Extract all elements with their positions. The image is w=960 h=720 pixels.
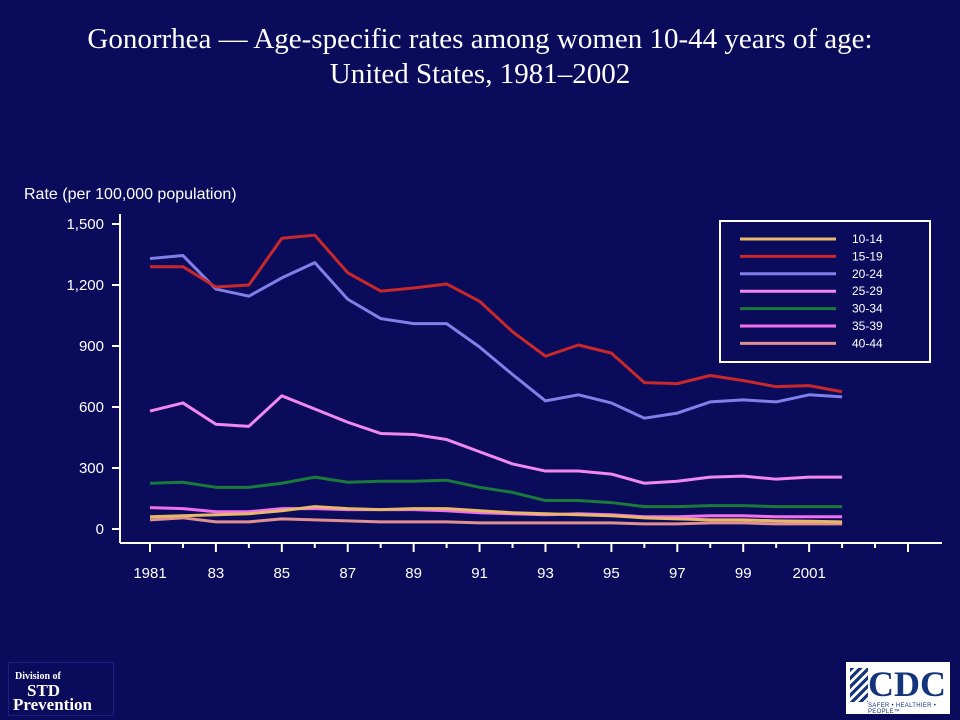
cdc-stripes-icon xyxy=(850,668,868,702)
title-line-1: Gonorrhea — Age-specific rates among wom… xyxy=(87,23,873,55)
series-line-10-14 xyxy=(149,505,843,524)
x-tick-label: 95 xyxy=(603,565,620,582)
x-tick-label: 89 xyxy=(405,565,422,582)
cdc-tagline: SAFER • HEALTHIER • PEOPLE™ xyxy=(868,703,937,715)
x-tick-label: 85 xyxy=(273,565,290,582)
y-tick-label: 0 xyxy=(96,521,104,538)
x-tick-label: 91 xyxy=(471,565,488,582)
legend-label-20-24: 20-24 xyxy=(852,267,883,281)
series-line-40-44 xyxy=(149,516,843,526)
legend-label-30-34: 30-34 xyxy=(852,302,883,316)
x-tick-label: 83 xyxy=(208,565,225,582)
std-logo-line-1: Division of xyxy=(15,671,61,682)
y-tick-label: 1,500 xyxy=(66,216,104,233)
x-tick-label: 97 xyxy=(669,565,686,582)
y-axis-label: Rate (per 100,000 population) xyxy=(24,186,237,203)
cdc-logo: CDC SAFER • HEALTHIER • PEOPLE™ xyxy=(846,662,950,715)
y-tick-label: 300 xyxy=(79,460,104,477)
legend-label-35-39: 35-39 xyxy=(852,319,883,333)
title-line-2: United States, 1981–2002 xyxy=(329,58,631,90)
x-tick-label: 2001 xyxy=(792,565,825,582)
x-tick-label: 93 xyxy=(537,565,554,582)
y-tick-label: 900 xyxy=(79,338,104,355)
std-logo-line-2: STD xyxy=(27,681,61,700)
legend-label-15-19: 15-19 xyxy=(852,249,883,263)
series-line-30-34 xyxy=(149,475,843,509)
series-line-20-24 xyxy=(149,254,843,420)
x-tick-label: 87 xyxy=(339,565,356,582)
legend-label-10-14: 10-14 xyxy=(852,232,883,246)
legend-label-40-44: 40-44 xyxy=(852,336,883,350)
x-tick-label: 1981 xyxy=(133,565,166,582)
series-line-15-19 xyxy=(150,233,843,394)
page-title: Gonorrhea — Age-specific rates among wom… xyxy=(0,22,960,92)
std-prevention-logo: Division of STD Prevention xyxy=(8,662,114,716)
cdc-logo-text: CDC xyxy=(868,664,946,704)
std-logo-line-3: Prevention xyxy=(13,695,93,714)
y-tick-label: 600 xyxy=(79,399,104,416)
y-tick-label: 1,200 xyxy=(66,277,104,294)
legend-label-25-29: 25-29 xyxy=(852,284,883,298)
series-line-25-29 xyxy=(149,394,843,485)
x-tick-label: 99 xyxy=(735,565,752,582)
series-line-35-39 xyxy=(149,506,843,519)
